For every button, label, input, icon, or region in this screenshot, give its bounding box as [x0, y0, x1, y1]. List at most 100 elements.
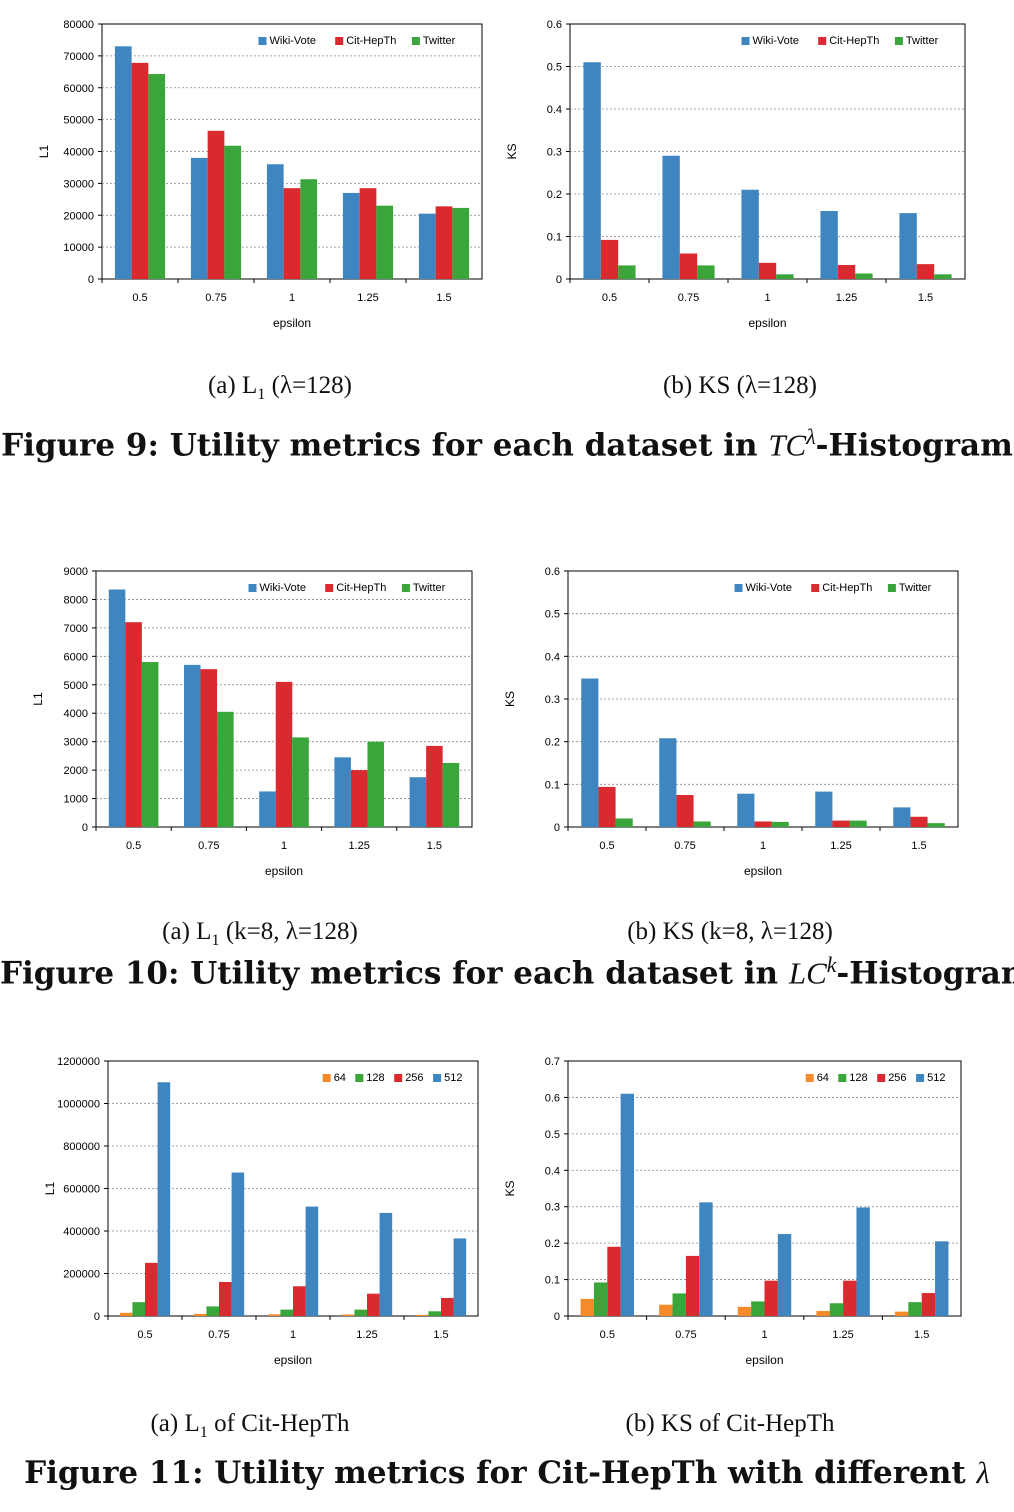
- bar-128-1.25: [829, 1303, 844, 1316]
- bar-64-0.5: [119, 1312, 133, 1316]
- x-tick-label: 1.25: [832, 1329, 853, 1341]
- x-axis-label: epsilon: [265, 864, 303, 878]
- y-tick-label: 70000: [63, 51, 94, 63]
- bar-256-0.75: [685, 1255, 700, 1316]
- bar-cit-hepth-0.5: [598, 786, 616, 827]
- bar-wiki-vote-0.75: [190, 157, 208, 279]
- legend-label-wiki-vote: Wiki-Vote: [260, 582, 306, 594]
- y-tick-label: 0.6: [547, 19, 562, 31]
- bar-twitter-1.25: [367, 741, 385, 827]
- bar-256-0.75: [219, 1282, 232, 1316]
- legend-label-128: 128: [849, 1072, 867, 1084]
- y-tick-label: 0.3: [547, 147, 562, 159]
- bar-128-1.25: [354, 1309, 367, 1316]
- x-tick-label: 1.5: [433, 1329, 448, 1341]
- x-axis-label: epsilon: [744, 864, 782, 878]
- bar-wiki-vote-1.5: [899, 213, 917, 279]
- x-tick-label: 0.5: [132, 292, 147, 304]
- x-tick-label: 1.25: [348, 840, 369, 852]
- x-tick-label: 1: [760, 840, 766, 852]
- bar-cit-hepth-1: [754, 821, 772, 827]
- bar-256-1.25: [843, 1280, 857, 1316]
- y-tick-label: 0.6: [545, 566, 560, 578]
- bar-cit-hepth-0.5: [131, 62, 149, 280]
- x-tick-label: 1: [281, 840, 287, 852]
- x-tick-label: 1.5: [427, 840, 442, 852]
- bar-twitter-1.5: [927, 823, 945, 827]
- bar-wiki-vote-1.5: [418, 213, 436, 279]
- x-tick-label: 0.75: [205, 292, 226, 304]
- x-tick-label: 1.25: [836, 292, 857, 304]
- x-tick-label: 1.5: [918, 292, 933, 304]
- y-tick-label: 20000: [63, 210, 94, 222]
- bar-twitter-0.5: [148, 74, 166, 279]
- bar-128-1.5: [908, 1302, 922, 1316]
- bar-twitter-1.25: [849, 820, 867, 827]
- y-tick-label: 0.1: [545, 779, 560, 791]
- y-tick-label: 0.3: [545, 1202, 560, 1214]
- y-axis-label: KS: [503, 691, 517, 707]
- y-tick-label: 0.2: [547, 189, 562, 201]
- x-tick-label: 1: [764, 292, 770, 304]
- fig10a-svg: 0 1000 2000 3000 4000 5000 6000 7000 8000 9000 0.5…: [31, 566, 473, 878]
- fig9a-caption: (a) L1 (λ=128): [207, 372, 353, 403]
- x-tick-label: 0.75: [208, 1329, 229, 1341]
- bar-128-0.5: [593, 1282, 608, 1316]
- legend-label-256: 256: [888, 1072, 906, 1084]
- legend-label-cit-hepth: Cit-HepTh: [336, 582, 386, 594]
- y-tick-label: 400000: [63, 1226, 100, 1238]
- bar-64-0.5: [580, 1298, 594, 1316]
- plot-frame: [567, 570, 959, 828]
- y-tick-label: 0.5: [545, 1129, 560, 1141]
- y-tick-label: 0.2: [545, 737, 560, 749]
- bar-256-0.5: [145, 1262, 158, 1316]
- legend-label-256: 256: [405, 1072, 423, 1084]
- bar-256-1: [764, 1280, 778, 1316]
- legend-label-twitter: Twitter: [423, 35, 456, 47]
- fig9b-ks-chart: 0 0.1 0.2 0.3 0.4 0.5 0.6 0.5 0.75 1 1.25 1.5 epsilo…: [500, 10, 980, 340]
- bar-twitter-1: [292, 737, 309, 827]
- fig10-title: Figure 10: Utility metrics for each data…: [0, 953, 1014, 992]
- x-axis-label: epsilon: [748, 316, 786, 330]
- fig11b-caption: (b) KS of Cit-HepTh: [625, 1410, 835, 1437]
- legend-swatch-512: [433, 1074, 442, 1082]
- bar-64-0.75: [193, 1313, 207, 1316]
- fig11-title: Figure 11: Utility metrics for Cit-HepTh…: [24, 1455, 990, 1491]
- bar-wiki-vote-1.25: [815, 791, 833, 827]
- y-tick-label: 5000: [64, 680, 88, 692]
- bar-128-1: [751, 1301, 765, 1316]
- y-tick-label: 0.4: [545, 651, 560, 663]
- x-tick-label: 1.25: [357, 292, 378, 304]
- bar-wiki-vote-1.25: [334, 757, 351, 827]
- legend-swatch-wiki-vote: [248, 584, 257, 592]
- legend-label-512: 512: [927, 1072, 945, 1084]
- bar-cit-hepth-1.25: [350, 770, 368, 827]
- bar-wiki-vote-1: [259, 791, 276, 827]
- bar-cit-hepth-1.5: [910, 816, 928, 827]
- bar-wiki-vote-0.5: [583, 62, 601, 279]
- x-axis-label: epsilon: [745, 1353, 783, 1367]
- bar-cit-hepth-1.25: [837, 264, 856, 279]
- legend-swatch-wiki-vote: [258, 37, 267, 45]
- y-tick-label: 0.1: [547, 232, 562, 244]
- bar-cit-hepth-0.75: [679, 253, 698, 279]
- y-tick-label: 0.5: [545, 609, 560, 621]
- legend-swatch-wiki-vote: [741, 37, 750, 45]
- bar-cit-hepth-0.5: [125, 622, 142, 827]
- bar-128-0.75: [206, 1306, 219, 1316]
- y-tick-label: 0: [554, 822, 560, 834]
- fig11a-svg: 0 200000 400000 600000 800000 1000000 1200000 0…: [43, 1056, 479, 1367]
- bar-512-1.5: [935, 1241, 949, 1316]
- bar-cit-hepth-0.75: [676, 795, 694, 827]
- bar-64-1: [267, 1314, 281, 1316]
- bar-128-1.5: [428, 1311, 441, 1316]
- y-tick-label: 0.4: [547, 104, 562, 116]
- bar-twitter-1.25: [376, 205, 394, 279]
- x-tick-label: 0.75: [198, 840, 219, 852]
- x-axis-label: epsilon: [274, 1353, 312, 1367]
- y-tick-label: 50000: [63, 115, 94, 127]
- legend-swatch-twitter: [894, 37, 903, 45]
- bar-twitter-1: [300, 179, 318, 279]
- bar-wiki-vote-1.25: [820, 211, 838, 279]
- bar-wiki-vote-0.5: [114, 46, 132, 279]
